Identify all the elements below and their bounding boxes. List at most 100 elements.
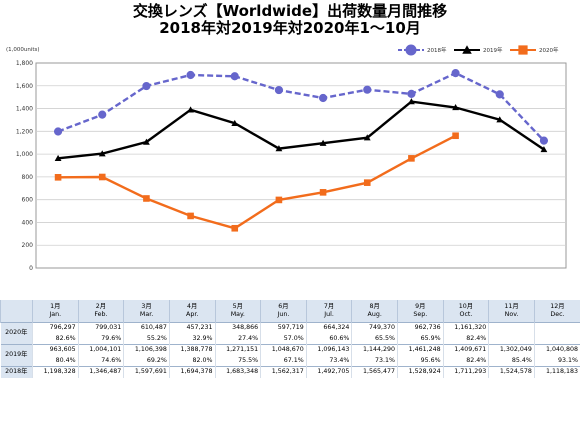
data-point xyxy=(54,174,62,181)
table-pct-cell: 85.4% xyxy=(488,355,535,367)
series-line-2018年 xyxy=(57,71,545,142)
table-value-cell: 799,031 xyxy=(77,321,124,334)
month-label-jp: 6月 xyxy=(278,303,289,310)
table-pct-cell: 27.4% xyxy=(214,333,261,345)
data-point xyxy=(452,104,459,111)
table-value-cell: 1,597,691 xyxy=(123,366,170,378)
table-value-cell: 1,096,143 xyxy=(305,344,352,356)
month-label-jp: 8月 xyxy=(369,303,380,310)
legend-label: 2018年 xyxy=(427,46,447,54)
y-tick-label: 800 xyxy=(22,174,34,181)
y-tick-label: 1,600 xyxy=(16,83,33,90)
plot-area xyxy=(35,62,567,269)
table-month-header: 12月 Dec. xyxy=(533,300,580,323)
table-pct-cell: 82.6% xyxy=(32,333,79,345)
table-value-cell: 1,048,670 xyxy=(260,344,307,356)
table-month-header: 2月 Feb. xyxy=(77,300,124,323)
data-table: 1月 Jan. 2月 Feb. 3月 Mar. 4月 Apr. 5月 May. 6月 Jun. 7月 Ju… xyxy=(0,300,580,378)
month-label-en: Mar. xyxy=(139,311,154,318)
table-value-cell: 1,161,320 xyxy=(442,321,489,334)
table-value-cell: 348,866 xyxy=(214,321,261,334)
month-label-en: May. xyxy=(230,311,245,318)
data-point xyxy=(407,89,416,98)
y-tick-label: 1,200 xyxy=(16,128,33,135)
table-month-header: 4月 Apr. xyxy=(168,300,215,323)
table-row-pct: 80.4% 74.6% 69.2% 82.0% 75.5% 67.1% 73.4% 73.1%… xyxy=(1,355,580,367)
table-month-header: 10月 Oct. xyxy=(442,300,489,323)
month-label-jp: 11月 xyxy=(504,303,519,310)
data-point xyxy=(540,146,548,153)
series-line-2019年 xyxy=(57,100,545,160)
table-row: 2020年 796,297 799,031 610,487 457,231 348,866… xyxy=(0,321,580,345)
table-pct-cell: 80.4% xyxy=(32,355,79,367)
data-point xyxy=(142,81,151,91)
data-point xyxy=(187,212,194,220)
month-label-jp: 1月 xyxy=(50,303,61,310)
table-row-pct: 82.6% 79.6% 55.2% 32.9% 27.4% 57.0% 60.6% 65.5%… xyxy=(1,333,580,345)
legend-label: 2019年 xyxy=(483,46,503,54)
table-value-cell: 1,004,101 xyxy=(77,344,124,356)
data-point xyxy=(451,69,460,78)
data-point xyxy=(187,106,194,113)
data-point xyxy=(408,155,415,162)
legend-label: 2020年 xyxy=(539,46,559,54)
table-value-cell: 1,106,398 xyxy=(123,344,170,356)
y-tick-label: 0 xyxy=(29,265,33,272)
data-point xyxy=(539,136,549,145)
month-label-jp: 7月 xyxy=(323,303,335,310)
data-point xyxy=(452,132,459,140)
table-pct-cell xyxy=(533,333,580,345)
table-pct-cell: 57.0% xyxy=(260,333,307,345)
month-label-jp: 5月 xyxy=(232,303,243,310)
month-label-en: Oct. xyxy=(459,311,473,318)
legend-marker xyxy=(405,44,417,56)
y-tick-label: 1,000 xyxy=(16,151,33,158)
month-label-jp: 9月 xyxy=(415,303,426,310)
data-point xyxy=(275,145,283,152)
data-point xyxy=(186,70,195,80)
table-row: 2019年 963,605 1,004,101 1,106,398 1,388,778 1… xyxy=(0,344,580,367)
row-year-label: 2020年 xyxy=(0,321,33,345)
month-label-jp: 4月 xyxy=(187,303,198,310)
table-pct-cell: 67.1% xyxy=(260,355,307,367)
data-point xyxy=(231,119,239,126)
table-value-cell: 1,388,778 xyxy=(168,344,215,356)
month-label-en: Dec. xyxy=(550,311,565,318)
table-value-cell: 1,492,705 xyxy=(305,366,352,378)
table-pct-cell: 75.5% xyxy=(214,355,261,367)
month-label-en: Feb. xyxy=(94,311,108,318)
table-month-header: 3月 Mar. xyxy=(123,300,170,323)
data-point xyxy=(319,139,327,146)
table-corner xyxy=(0,300,33,323)
month-label-jp: 2月 xyxy=(95,303,107,310)
table-value-cell: 1,409,671 xyxy=(442,344,489,356)
data-point xyxy=(143,138,150,145)
table-value-cell: 1,565,477 xyxy=(351,366,398,378)
y-tick-label: 400 xyxy=(22,219,34,226)
month-label-en: Jan. xyxy=(49,311,62,318)
table-value-cell: 1,346,487 xyxy=(77,366,124,378)
month-label-en: Aug. xyxy=(367,311,382,318)
table-value-cell: 1,144,290 xyxy=(351,344,398,356)
table-pct-cell: 60.6% xyxy=(305,333,352,345)
row-year-label: 2019年 xyxy=(0,344,33,367)
table-pct-cell: 82.4% xyxy=(442,333,489,345)
month-label-en: Nov. xyxy=(504,311,519,318)
table-header-row: 1月 Jan. 2月 Feb. 3月 Mar. 4月 Apr. 5月 May. 6月 Jun. 7月 Ju… xyxy=(0,300,580,323)
table-month-header: 7月 Jul. xyxy=(305,300,352,323)
table-pct-cell: 73.4% xyxy=(305,355,352,367)
table-value-cell: 1,198,328 xyxy=(32,366,79,378)
table-month-header: 9月 Sep. xyxy=(397,300,444,323)
table-value-cell: 1,271,151 xyxy=(214,344,261,356)
data-point xyxy=(231,224,239,232)
chart-title-line1: 交換レンズ【Worldwide】出荷数量月間推移 xyxy=(132,2,448,20)
table-month-header: 1月 Jan. xyxy=(32,300,79,323)
table-value-cell: 597,719 xyxy=(260,321,307,334)
table-month-header: 5月 May. xyxy=(214,300,261,323)
table-value-cell: 1,040,808 xyxy=(533,344,580,356)
month-label-en: Jun. xyxy=(277,311,290,318)
data-point xyxy=(143,195,150,202)
data-point xyxy=(98,110,107,119)
table-pct-cell: 32.9% xyxy=(168,333,215,345)
data-point xyxy=(53,127,63,136)
